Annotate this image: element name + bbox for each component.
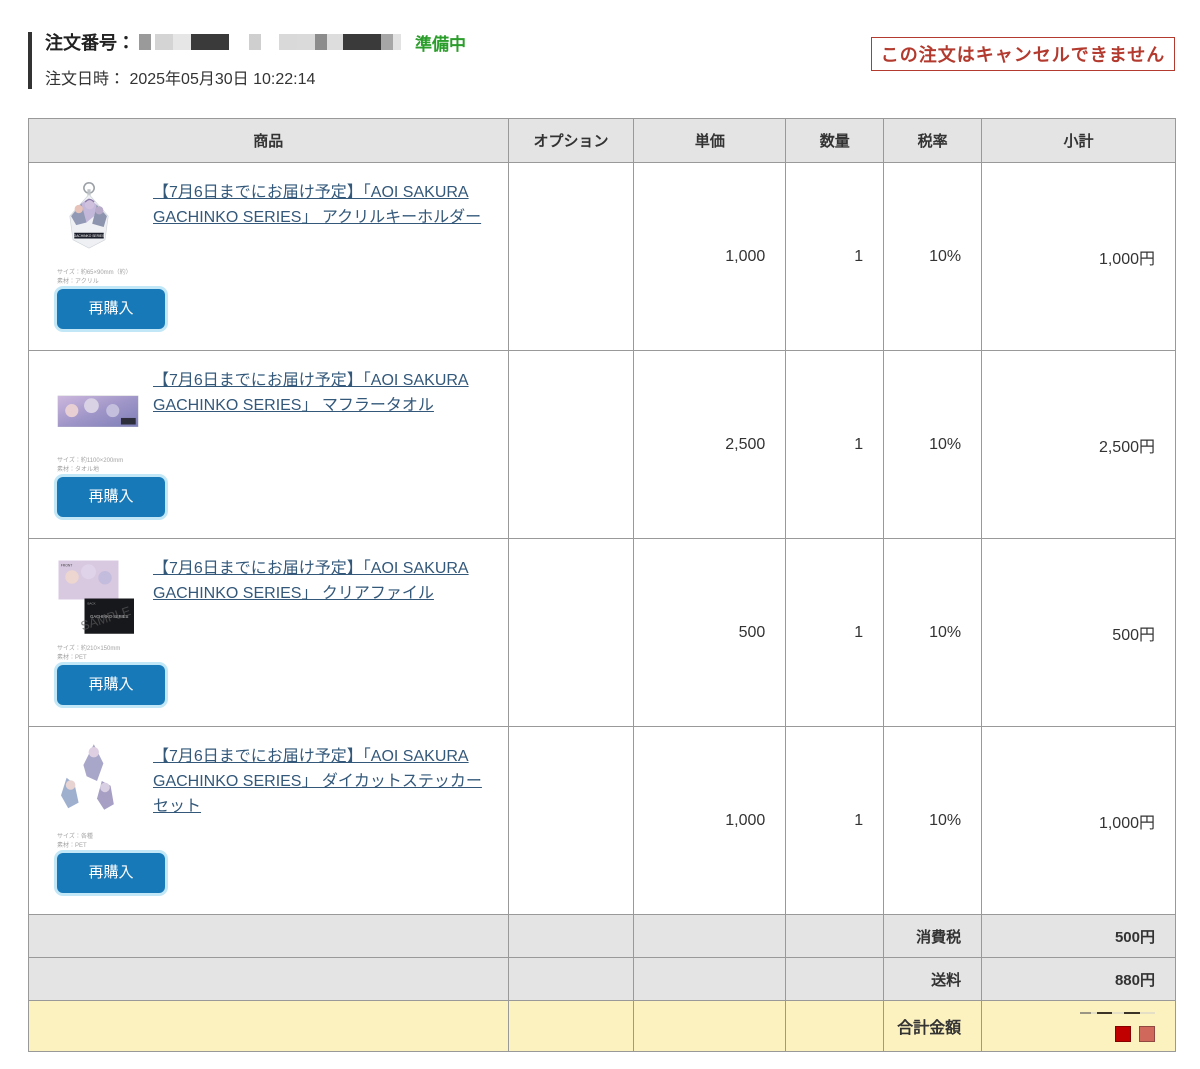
svg-text:FRONT: FRONT bbox=[61, 564, 73, 568]
svg-text:GACHINKO SERIES: GACHINKO SERIES bbox=[74, 235, 106, 239]
svg-text:BACK: BACK bbox=[88, 602, 96, 606]
